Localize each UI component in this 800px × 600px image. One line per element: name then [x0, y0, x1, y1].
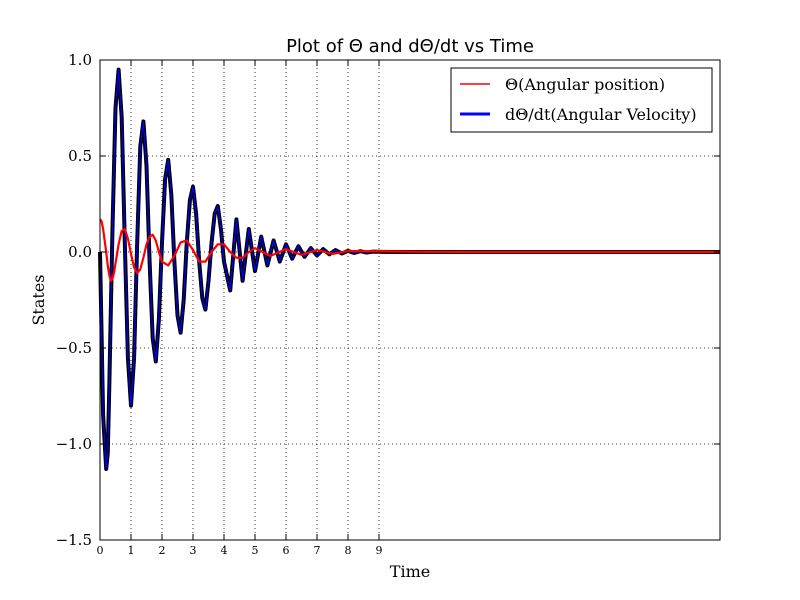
x-tick-label: 3	[190, 544, 197, 557]
x-axis-label: Time	[390, 562, 430, 581]
x-tick-label: 4	[221, 544, 228, 557]
x-tick-label: 6	[283, 544, 290, 557]
series-layer	[98, 67, 720, 471]
x-tick-label: 1	[128, 544, 135, 557]
x-tick-label: 0	[97, 544, 104, 557]
legend-label-angular-position: Θ(Angular position)	[505, 75, 665, 94]
legend-label-angular-velocity: dΘ/dt(Angular Velocity)	[505, 105, 697, 124]
series-line-angular-position	[99, 218, 720, 282]
plot-frame	[99, 59, 721, 541]
x-tick-label: 2	[159, 544, 166, 557]
y-tick-label: −1.0	[56, 435, 92, 453]
y-axis-label: States	[29, 274, 48, 325]
series-line-angular-velocity	[99, 69, 720, 470]
y-tick-label: 1.0	[68, 51, 92, 69]
y-tick-label: −1.5	[56, 531, 92, 549]
x-tick-label: 8	[345, 544, 352, 557]
legend: Θ(Angular position) dΘ/dt(Angular Veloci…	[450, 67, 713, 133]
y-tick-label: 0.5	[68, 147, 92, 165]
x-ticks: 0 1 2 3 4 5 6 7 8 9	[97, 60, 383, 557]
y-ticks: 1.0 0.5 0.0 −0.5 −1.0 −1.5	[56, 51, 720, 549]
y-tick-label: −0.5	[56, 339, 92, 357]
x-tick-label: 9	[376, 544, 383, 557]
x-tick-label: 7	[314, 544, 321, 557]
grid	[100, 60, 720, 540]
y-tick-label: 0.0	[68, 243, 92, 261]
x-tick-label: 5	[252, 544, 259, 557]
legend-box	[450, 67, 713, 133]
chart-title: Plot of Θ and dΘ/dt vs Time	[286, 36, 534, 57]
